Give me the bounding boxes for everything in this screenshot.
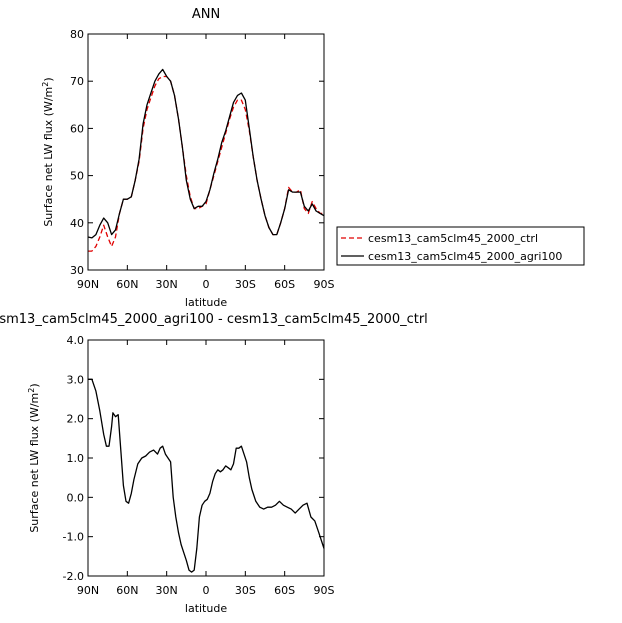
- top-x-tick-label: 90N: [77, 278, 99, 291]
- top-y-ticks: 30 40 50 60 70 80: [70, 28, 324, 277]
- bottom-chart-title: cesm13_cam5clm45_2000_agri100 - cesm13_c…: [0, 312, 428, 327]
- legend: cesm13_cam5clm45_2000_ctrl cesm13_cam5cl…: [336, 226, 585, 266]
- bottom-plot-frame: [87, 339, 325, 577]
- top-y-tick-label: 40: [70, 217, 84, 230]
- top-y-tick-label: 30: [70, 264, 84, 277]
- top-y-tick-label: 60: [70, 122, 84, 135]
- bottom-x-tick-label: 30S: [235, 584, 256, 597]
- top-x-tick-label: 60N: [116, 278, 138, 291]
- top-series-line-0: [88, 75, 324, 252]
- top-plot-frame: [87, 33, 325, 271]
- bottom-y-tick-label: 3.0: [67, 373, 85, 386]
- top-y-axis-label: Surface net LW flux (W/m2): [41, 77, 55, 226]
- bottom-x-ticks: 90N 60N 30N 0 30S 60S 90S: [77, 340, 335, 597]
- legend-agri-label: cesm13_cam5clm45_2000_agri100: [368, 250, 562, 263]
- top-x-tick-label: 90S: [314, 278, 335, 291]
- top-y-tick-label: 50: [70, 170, 84, 183]
- top-chart: ANN 90N 60N 30N 0 30S 60S 90S 30 40 50 60 70 80 lat…: [41, 7, 335, 309]
- bottom-x-tick-label: 90S: [314, 584, 335, 597]
- bottom-y-axis-label: Surface net LW flux (W/m2): [27, 383, 41, 532]
- top-x-tick-label: 30S: [235, 278, 256, 291]
- bottom-y-tick-label: 0.0: [67, 491, 85, 504]
- bottom-x-tick-label: 0: [203, 584, 210, 597]
- bottom-chart-series-layer: [88, 378, 325, 573]
- top-y-tick-label: 80: [70, 28, 84, 41]
- bottom-x-axis-label: latitude: [185, 602, 227, 615]
- top-series-line-1: [87, 68, 325, 239]
- top-x-axis-label: latitude: [185, 296, 227, 309]
- bottom-series-line-0: [88, 378, 325, 573]
- bottom-x-tick-label: 90N: [77, 584, 99, 597]
- bottom-chart: cesm13_cam5clm45_2000_agri100 - cesm13_c…: [0, 312, 428, 615]
- bottom-y-tick-label: 1.0: [67, 452, 85, 465]
- bottom-y-tick-label: -1.0: [63, 531, 84, 544]
- bottom-y-tick-label: 4.0: [67, 334, 85, 347]
- top-chart-title: ANN: [192, 7, 220, 22]
- bottom-y-tick-label: 2.0: [67, 413, 85, 426]
- bottom-y-tick-label: -2.0: [63, 570, 84, 583]
- top-chart-series-layer: [87, 68, 325, 252]
- top-y-tick-label: 70: [70, 75, 84, 88]
- bottom-y-ticks: -2.0 -1.0 0.0 1.0 2.0 3.0 4.0: [63, 334, 324, 583]
- top-x-tick-label: 60S: [274, 278, 295, 291]
- bottom-x-tick-label: 60N: [116, 584, 138, 597]
- legend-box: [336, 226, 585, 266]
- top-x-ticks: 90N 60N 30N 0 30S 60S 90S: [77, 34, 335, 291]
- legend-ctrl-label: cesm13_cam5clm45_2000_ctrl: [368, 232, 538, 245]
- bottom-x-tick-label: 30N: [156, 584, 178, 597]
- top-x-tick-label: 30N: [156, 278, 178, 291]
- bottom-x-tick-label: 60S: [274, 584, 295, 597]
- top-x-tick-label: 0: [203, 278, 210, 291]
